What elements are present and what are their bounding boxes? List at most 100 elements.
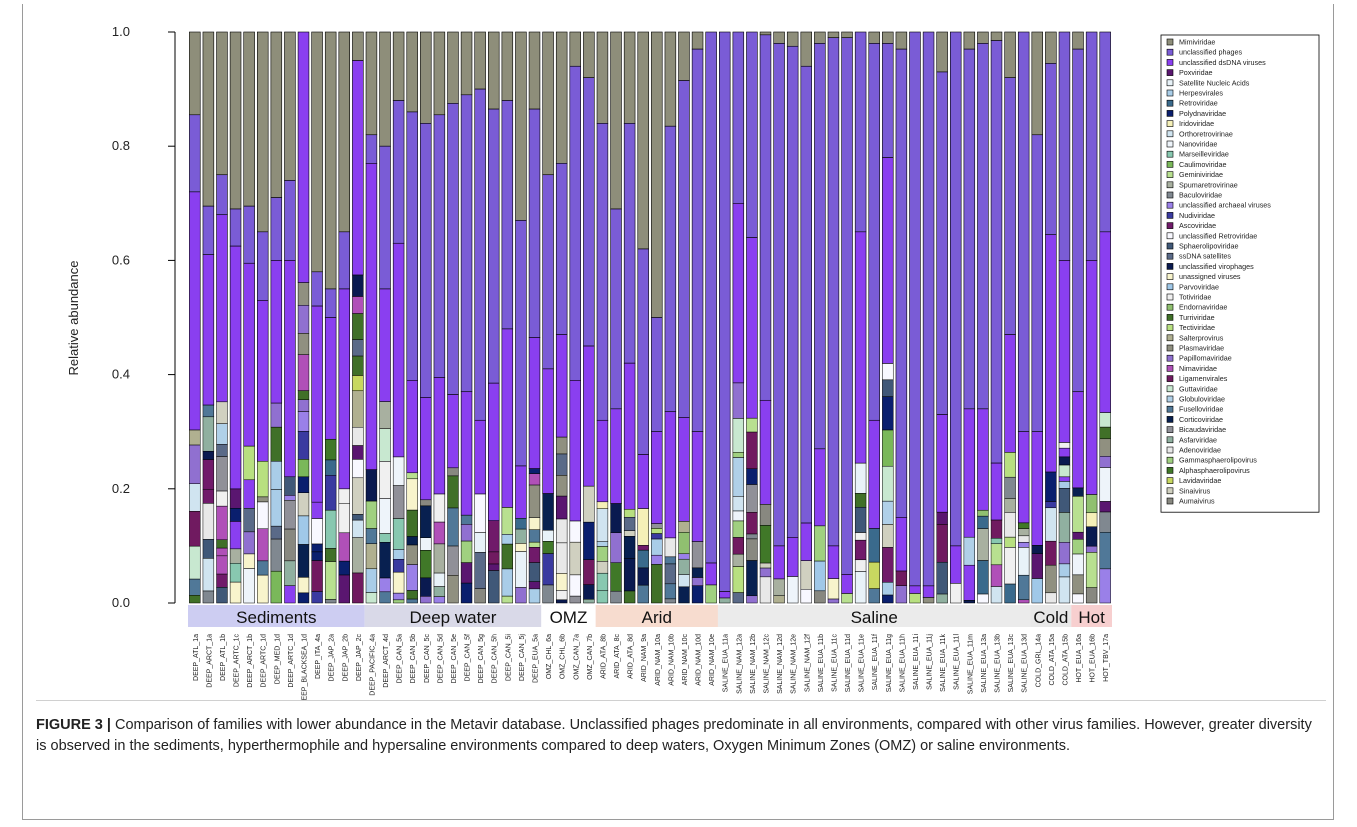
bar-segment-unclassified-phages bbox=[977, 43, 989, 410]
bar-segment-minor bbox=[460, 582, 473, 604]
bar-segment-mimiviridae bbox=[270, 31, 283, 198]
bar-segment-minor bbox=[352, 355, 364, 376]
bar-segment-minor bbox=[284, 495, 296, 501]
bar-segment-minor bbox=[895, 585, 908, 604]
bar-segment-minor bbox=[352, 514, 364, 521]
bar-10 bbox=[324, 31, 337, 604]
bar-segment-minor bbox=[297, 577, 310, 594]
bar-18 bbox=[433, 31, 446, 604]
bar-segment-minor bbox=[406, 536, 418, 546]
bar-segment-minor bbox=[460, 514, 473, 525]
y-tick-label: 0.0 bbox=[112, 595, 130, 610]
figure-frame bbox=[22, 4, 1334, 820]
bar-segment-minor bbox=[1058, 442, 1071, 449]
bar-segment-minor bbox=[1099, 568, 1111, 604]
legend-entry: Spumaretrovirinae bbox=[1179, 180, 1238, 189]
x-tick-label: DEEP_ARCT_1a bbox=[206, 634, 213, 688]
bar-segment-dsdna bbox=[596, 419, 609, 503]
bar-39 bbox=[718, 31, 731, 604]
bar-segment-dsdna bbox=[1085, 260, 1098, 495]
bar-segment-minor bbox=[501, 534, 514, 545]
legend-entry: Nanoviridae bbox=[1179, 140, 1217, 149]
bar-segment-minor bbox=[202, 404, 215, 418]
bar-segment-dsdna bbox=[759, 399, 772, 505]
bar-segment-minor bbox=[528, 581, 541, 590]
bar-segment-minor bbox=[542, 541, 554, 554]
env-label: Cold bbox=[1033, 608, 1068, 627]
bar-segment-mimiviridae bbox=[678, 31, 690, 81]
x-tick-label: DEEP_ATL_1a bbox=[193, 634, 200, 681]
bar-segment-mimiviridae bbox=[542, 31, 554, 176]
legend-entry: Geminiviridae bbox=[1179, 170, 1223, 179]
bar-segment-minor bbox=[1058, 563, 1071, 578]
bar-segment-minor bbox=[420, 596, 432, 604]
bar-segment-unclassified-phages bbox=[1017, 31, 1030, 433]
bar-segment-mimiviridae bbox=[610, 31, 622, 210]
bar-segment-mimiviridae bbox=[365, 31, 378, 136]
bar-segment-minor bbox=[216, 456, 228, 492]
bar-segment-minor bbox=[637, 584, 649, 604]
bar-21 bbox=[474, 31, 486, 604]
bar-segment-dsdna bbox=[746, 237, 758, 419]
bar-segment-minor bbox=[447, 507, 459, 547]
bar-segment-minor bbox=[596, 541, 609, 547]
legend-swatch bbox=[1166, 222, 1174, 229]
bar-segment-minor bbox=[732, 496, 745, 512]
bar-segment-minor bbox=[433, 572, 446, 587]
bar-segment-minor bbox=[352, 572, 364, 604]
legend-entry: Ligamenvirales bbox=[1179, 374, 1228, 383]
x-tick-label: SALINE_EUA_11e bbox=[859, 634, 866, 692]
bar-segment-dsdna bbox=[895, 517, 908, 572]
y-tick-label: 0.2 bbox=[112, 481, 130, 496]
y-tick-label: 0.8 bbox=[112, 138, 130, 153]
bar-segment-mimiviridae bbox=[936, 31, 948, 73]
legend-swatch bbox=[1166, 497, 1174, 505]
bar-segment-minor bbox=[392, 456, 405, 486]
bar-segment-dsdna bbox=[555, 334, 568, 438]
bar-segment-minor bbox=[990, 538, 1003, 544]
legend-entry: Iridoviridae bbox=[1179, 119, 1214, 128]
bar-segment-minor bbox=[1099, 532, 1111, 570]
x-tick-label: ARID_NAM_10b bbox=[668, 634, 675, 686]
bar-segment-minor bbox=[583, 521, 595, 560]
bar-segment-unclassified-phages bbox=[338, 231, 350, 290]
bar-segment-minor bbox=[854, 462, 867, 494]
bar-segment-minor bbox=[460, 540, 473, 563]
bar-segment-minor bbox=[243, 479, 255, 509]
bar-segment-minor bbox=[583, 599, 595, 604]
bar-segment-dsdna bbox=[800, 522, 812, 561]
bar-segment-minor bbox=[379, 591, 391, 604]
bar-segment-dsdna bbox=[189, 191, 201, 431]
bar-segment-minor bbox=[746, 417, 758, 433]
bar-49 bbox=[854, 31, 867, 604]
bar-segment-minor bbox=[297, 354, 310, 391]
bar-13 bbox=[365, 31, 378, 604]
bar-segment-minor bbox=[311, 501, 323, 519]
bar-segment-dsdna bbox=[827, 545, 840, 579]
bar-segment-minor bbox=[990, 564, 1003, 587]
bar-segment-minor bbox=[243, 508, 255, 533]
bar-7 bbox=[284, 31, 296, 604]
bar-segment-minor bbox=[420, 505, 432, 538]
bar-segment-minor bbox=[297, 592, 310, 604]
bar-segment-minor bbox=[1058, 476, 1071, 482]
bar-segment-unclassified-phages bbox=[854, 31, 867, 233]
bar-segment-mimiviridae bbox=[664, 31, 677, 127]
bar-segment-mimiviridae bbox=[202, 31, 215, 207]
legend-entry: Fuselloviridae bbox=[1179, 405, 1223, 414]
bar-segment-mimiviridae bbox=[569, 31, 581, 67]
bar-14 bbox=[379, 31, 391, 604]
bar-segment-minor bbox=[1017, 522, 1030, 529]
bar-segment-mimiviridae bbox=[637, 31, 649, 250]
bar-segment-minor bbox=[420, 550, 432, 579]
bar-segment-minor bbox=[338, 560, 350, 576]
legend-entry: Guttaviridae bbox=[1179, 384, 1218, 393]
bar-segment-minor bbox=[501, 568, 514, 597]
bar-segment-minor bbox=[365, 500, 378, 529]
bar-segment-minor bbox=[352, 390, 364, 428]
bar-segment-minor bbox=[664, 556, 677, 565]
bar-segment-minor bbox=[447, 467, 459, 477]
bar-segment-minor bbox=[311, 591, 323, 604]
legend-swatch bbox=[1166, 487, 1174, 495]
bar-segment-unclassified-phages bbox=[1004, 77, 1016, 335]
